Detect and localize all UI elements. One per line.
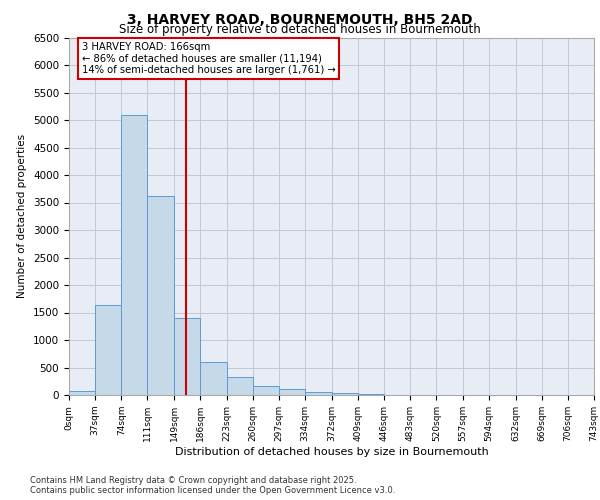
Bar — [95, 305, 121, 395]
Bar — [174, 318, 200, 395]
Y-axis label: Number of detached properties: Number of detached properties — [17, 134, 28, 298]
Bar — [253, 386, 279, 395]
Text: 3, HARVEY ROAD, BOURNEMOUTH, BH5 2AD: 3, HARVEY ROAD, BOURNEMOUTH, BH5 2AD — [127, 12, 473, 26]
X-axis label: Distribution of detached houses by size in Bournemouth: Distribution of detached houses by size … — [175, 446, 488, 456]
Text: 3 HARVEY ROAD: 166sqm
← 86% of detached houses are smaller (11,194)
14% of semi-: 3 HARVEY ROAD: 166sqm ← 86% of detached … — [82, 42, 335, 75]
Bar — [200, 362, 227, 395]
Bar — [279, 389, 305, 395]
Text: Contains HM Land Registry data © Crown copyright and database right 2025.
Contai: Contains HM Land Registry data © Crown c… — [30, 476, 395, 495]
Text: Size of property relative to detached houses in Bournemouth: Size of property relative to detached ho… — [119, 24, 481, 36]
Bar — [358, 394, 384, 395]
Bar — [227, 378, 253, 395]
Bar — [332, 394, 358, 395]
Bar — [148, 196, 174, 395]
Bar — [121, 114, 148, 395]
Bar — [305, 392, 332, 395]
Bar — [69, 391, 95, 395]
